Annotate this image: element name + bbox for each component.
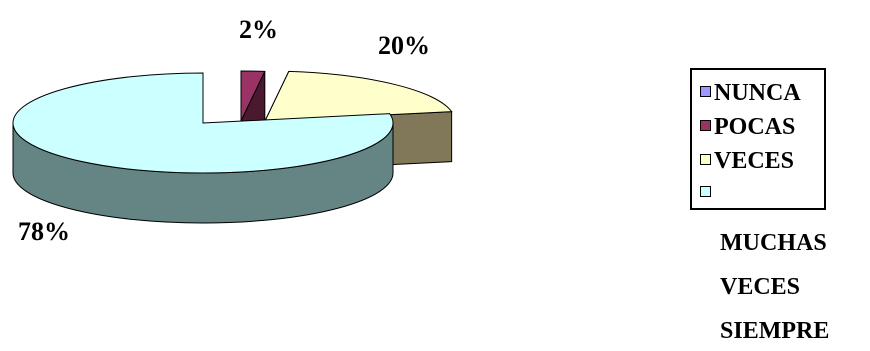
legend-label-veces: VECES: [714, 148, 795, 174]
legend-overflow-siempre: SIEMPRE: [720, 318, 830, 344]
legend-overflow-muchas: MUCHAS: [720, 230, 827, 256]
slice-top-0: [240, 70, 266, 122]
slice-label-78pct: 78%: [18, 217, 70, 246]
legend-swatch-fourth: [700, 186, 711, 197]
slice-top-2: [12, 72, 394, 174]
legend-label-pocas: POCAS: [714, 114, 796, 140]
slice-top-1: [264, 70, 453, 122]
slice-label-20pct: 20%: [378, 31, 430, 60]
chart-legend: NUNCA POCAS VECES: [690, 68, 826, 210]
legend-swatch-veces: [700, 154, 711, 165]
legend-overflow-veces: VECES: [720, 274, 801, 300]
legend-label-nunca: NUNCA: [714, 80, 801, 106]
legend-swatch-pocas: [700, 120, 711, 131]
slice-label-2pct: 2%: [239, 15, 278, 44]
legend-swatch-nunca: [700, 86, 711, 97]
